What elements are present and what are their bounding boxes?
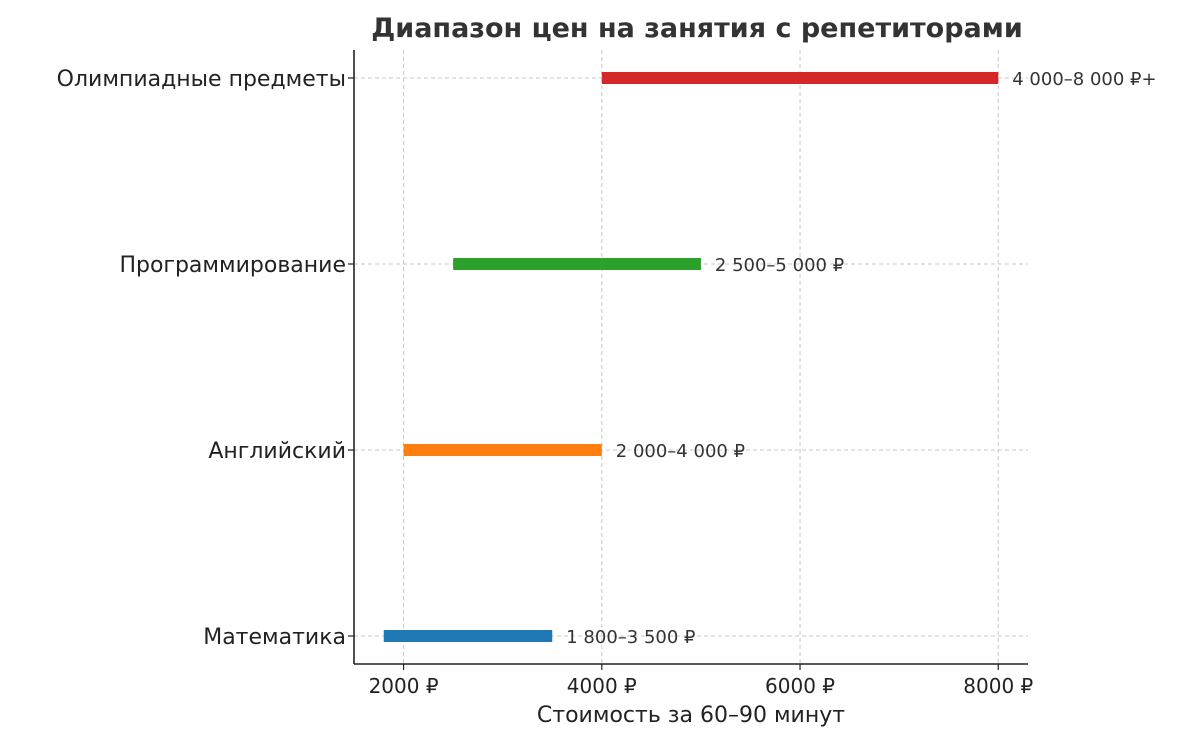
range-bar — [403, 444, 602, 456]
range-bar — [383, 630, 553, 642]
x-tick-label: 2000 ₽ — [369, 674, 439, 698]
ticks: 2000 ₽ 4000 ₽ 6000 ₽ 8000 ₽ — [348, 77, 1034, 698]
x-tick-label: 6000 ₽ — [765, 674, 835, 698]
category-label: Английский — [208, 439, 346, 464]
range-bars — [383, 72, 999, 642]
labels: Математика Английский Программирование Олим… — [57, 67, 1157, 650]
x-axis-title: Стоимость за 60–90 минут — [537, 703, 845, 728]
range-bar — [601, 72, 999, 84]
chart-title: Диапазон цен на занятия с репетиторами — [371, 13, 1023, 44]
category-label: Олимпиадные предметы — [57, 67, 346, 92]
range-value-label: 1 800–3 500 ₽ — [566, 627, 695, 648]
x-tick-label: 4000 ₽ — [567, 674, 637, 698]
axes — [353, 50, 1028, 665]
range-bar — [453, 258, 701, 270]
range-value-label: 4 000–8 000 ₽+ — [1012, 69, 1156, 90]
range-value-label: 2 500–5 000 ₽ — [715, 255, 844, 276]
range-value-label: 2 000–4 000 ₽ — [616, 441, 745, 462]
category-label: Математика — [203, 625, 346, 650]
grid — [354, 50, 1028, 664]
category-label: Программирование — [119, 253, 346, 278]
x-tick-label: 8000 ₽ — [963, 674, 1033, 698]
